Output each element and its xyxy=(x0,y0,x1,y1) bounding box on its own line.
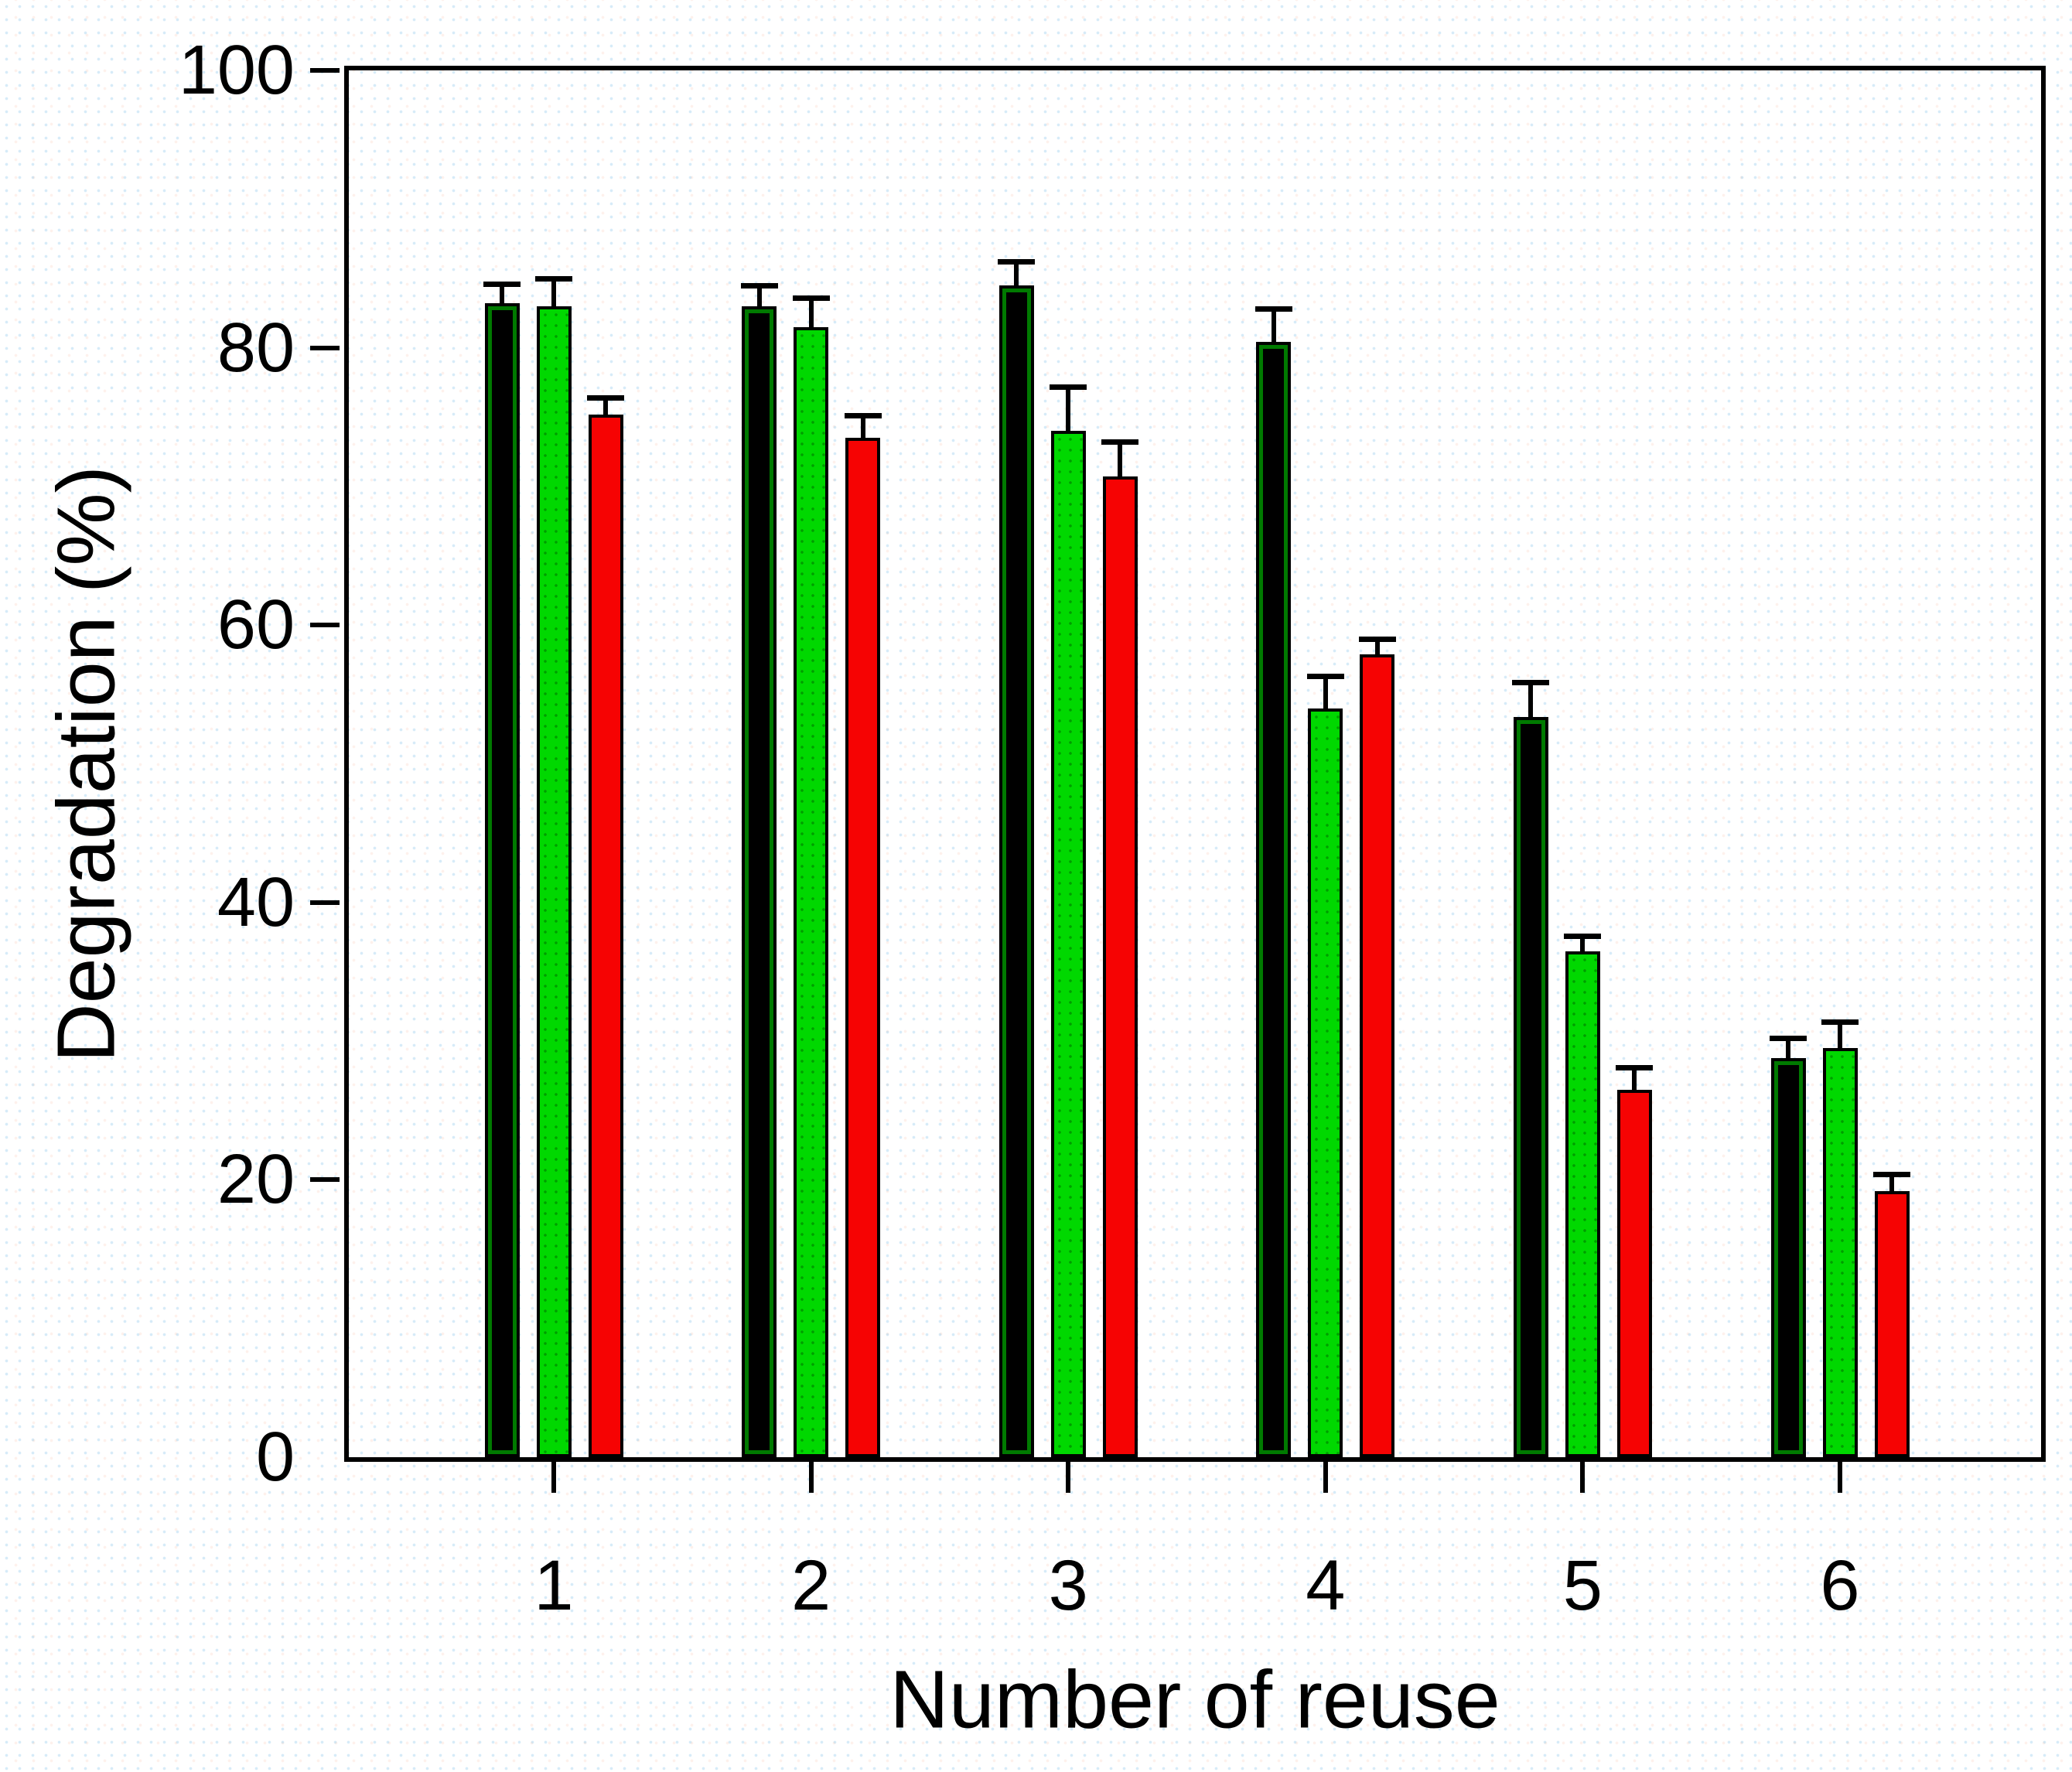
error-bar-stem-black-bars-4 xyxy=(1271,310,1276,343)
x-axis-tick-5 xyxy=(1580,1462,1586,1493)
error-bar-cap-black-bars-1 xyxy=(483,281,521,287)
x-axis-tick-label-2: 2 xyxy=(791,1546,831,1625)
bar-black-bars-2 xyxy=(742,306,777,1457)
bar-green-bars-3 xyxy=(1050,431,1086,1457)
bar-green-bars-4 xyxy=(1308,708,1343,1457)
error-bar-stem-red-bars-2 xyxy=(860,417,865,439)
x-axis-tick-3 xyxy=(1066,1462,1071,1493)
error-bar-stem-red-bars-4 xyxy=(1374,640,1380,654)
x-axis-tick-4 xyxy=(1323,1462,1328,1493)
y-axis-title: Degradation (%) xyxy=(40,466,132,1063)
bar-red-bars-4 xyxy=(1360,654,1395,1457)
error-bar-stem-black-bars-6 xyxy=(1786,1040,1790,1058)
bar-red-bars-5 xyxy=(1616,1089,1652,1457)
y-axis-tick-label-40: 40 xyxy=(217,863,295,941)
plot-area: 0 20 40 60 80 100 1 2 3 4 5 6 xyxy=(179,36,2041,1621)
error-bar-stem-red-bars-6 xyxy=(1889,1176,1894,1191)
x-axis-title: Number of reuse xyxy=(889,1654,1500,1746)
bar-black-bars-4 xyxy=(1256,342,1292,1457)
error-bar-cap-red-bars-4 xyxy=(1358,636,1396,642)
y-axis-tick-100 xyxy=(310,68,340,73)
bar-black-bars-5 xyxy=(1513,716,1548,1457)
y-axis-tick-60 xyxy=(310,623,340,628)
bar-black-bars-6 xyxy=(1770,1057,1806,1457)
plot-area-frame: 0 20 40 60 80 100 1 2 3 4 5 6 xyxy=(179,36,2046,1621)
error-bar-stem-black-bars-1 xyxy=(500,285,504,304)
y-axis-tick-label-100: 100 xyxy=(178,32,295,109)
y-axis-tick-80 xyxy=(310,345,340,350)
error-bar-cap-black-bars-5 xyxy=(1512,679,1550,685)
error-bar-cap-green-bars-1 xyxy=(535,275,572,282)
error-bar-cap-green-bars-3 xyxy=(1050,384,1087,390)
error-bar-cap-red-bars-3 xyxy=(1101,439,1139,446)
bar-red-bars-6 xyxy=(1874,1190,1910,1457)
y-axis-tick-label-80: 80 xyxy=(217,309,295,387)
error-bar-stem-green-bars-1 xyxy=(551,279,556,306)
bar-red-bars-2 xyxy=(845,438,881,1457)
error-bar-stem-green-bars-3 xyxy=(1066,388,1071,432)
x-axis-tick-label-4: 4 xyxy=(1306,1546,1346,1625)
error-bar-stem-red-bars-5 xyxy=(1632,1068,1637,1090)
error-bar-stem-black-bars-3 xyxy=(1014,263,1019,285)
y-axis-tick-label-20: 20 xyxy=(217,1141,295,1219)
bar-black-bars-3 xyxy=(998,285,1034,1457)
bar-red-bars-3 xyxy=(1102,476,1138,1457)
bar-red-bars-1 xyxy=(588,414,623,1457)
error-bar-cap-black-bars-4 xyxy=(1254,306,1292,312)
bar-green-bars-2 xyxy=(794,326,829,1457)
error-bar-cap-green-bars-5 xyxy=(1564,933,1602,939)
bar-green-bars-5 xyxy=(1565,951,1600,1457)
error-bar-cap-red-bars-2 xyxy=(844,413,882,419)
x-axis-tick-6 xyxy=(1838,1462,1842,1493)
x-axis-tick-label-1: 1 xyxy=(534,1546,574,1625)
y-axis-tick-20 xyxy=(310,1177,340,1183)
error-bar-stem-green-bars-2 xyxy=(808,299,814,327)
error-bar-cap-green-bars-2 xyxy=(792,295,830,301)
error-bar-cap-red-bars-1 xyxy=(587,394,624,401)
error-bar-stem-green-bars-6 xyxy=(1838,1023,1842,1049)
error-bar-cap-black-bars-6 xyxy=(1770,1036,1807,1042)
error-bar-stem-red-bars-3 xyxy=(1118,443,1123,477)
error-bar-cap-red-bars-5 xyxy=(1616,1064,1654,1070)
error-bar-cap-green-bars-4 xyxy=(1306,674,1344,680)
x-axis-tick-label-3: 3 xyxy=(1048,1546,1088,1625)
y-axis-tick-label-0: 0 xyxy=(255,1419,295,1496)
x-axis-tick-1 xyxy=(551,1462,556,1493)
error-bar-stem-black-bars-2 xyxy=(756,286,762,306)
error-bar-cap-black-bars-3 xyxy=(998,259,1036,265)
bar-green-bars-1 xyxy=(536,306,572,1457)
error-bar-stem-green-bars-5 xyxy=(1580,937,1586,951)
x-axis-tick-label-6: 6 xyxy=(1820,1546,1860,1625)
y-axis-tick-40 xyxy=(310,900,340,905)
x-axis-tick-label-5: 5 xyxy=(1562,1546,1603,1625)
error-bar-cap-red-bars-6 xyxy=(1873,1172,1910,1178)
bar-green-bars-6 xyxy=(1822,1048,1858,1457)
error-bar-stem-green-bars-4 xyxy=(1323,678,1328,708)
error-bar-cap-green-bars-6 xyxy=(1821,1019,1859,1025)
y-axis-tick-label-60: 60 xyxy=(217,586,295,664)
error-bar-stem-black-bars-5 xyxy=(1528,683,1534,717)
x-axis-tick-2 xyxy=(808,1462,814,1493)
error-bar-cap-black-bars-2 xyxy=(740,282,778,289)
error-bar-stem-red-bars-1 xyxy=(603,398,608,415)
bar-black-bars-1 xyxy=(484,303,520,1457)
